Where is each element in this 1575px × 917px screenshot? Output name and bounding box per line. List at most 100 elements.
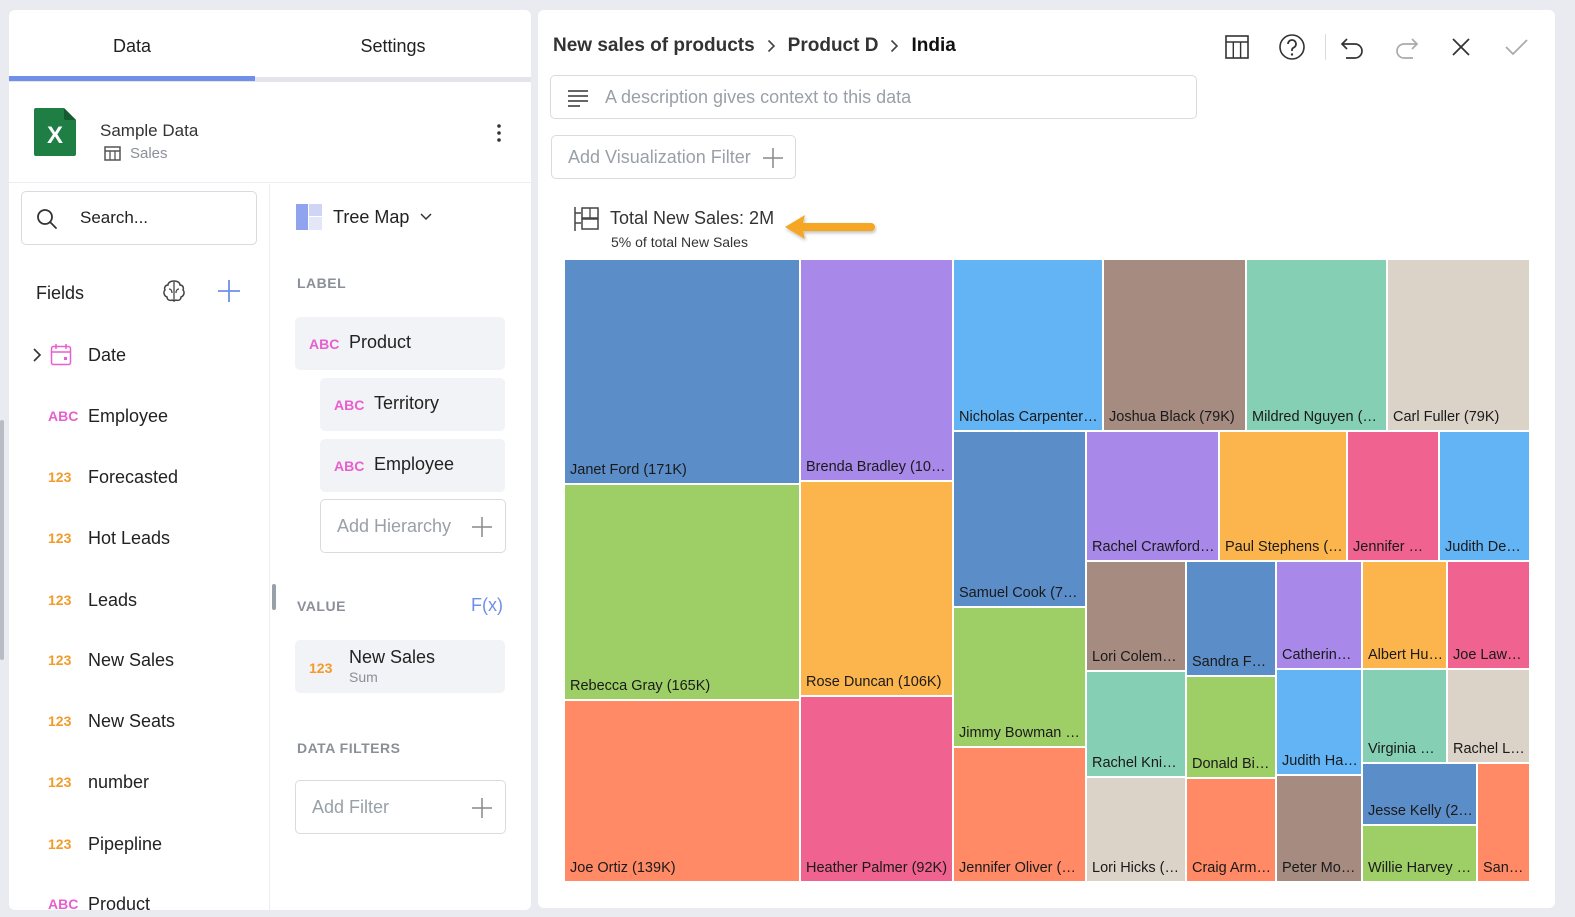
treemap-tile[interactable]: Jesse Kelly (2… — [1362, 763, 1477, 825]
breadcrumb-item[interactable]: New sales of products — [553, 35, 755, 56]
field-item-number[interactable]: 123 number — [9, 762, 270, 806]
treemap-tile[interactable]: Brenda Bradley (109… — [800, 259, 953, 481]
left-scrollbar[interactable] — [0, 420, 4, 660]
check-icon[interactable] — [1501, 32, 1531, 62]
data-source[interactable]: X Sample Data Sales — [9, 87, 531, 183]
chevron-right-icon — [767, 39, 775, 53]
field-type-badge: ABC — [48, 896, 79, 910]
hierarchy-icon[interactable] — [573, 205, 601, 233]
treemap-tile[interactable]: Willie Harvey (… — [1362, 825, 1477, 882]
field-item-leads[interactable]: 123 Leads — [9, 580, 270, 624]
field-item-employee[interactable]: ABC Employee — [9, 396, 270, 440]
treemap-tile[interactable]: Joe Ortiz (139K) — [564, 700, 800, 882]
treemap-tile[interactable]: Rose Duncan (106K) — [800, 481, 953, 696]
visualization-config: Tree Map LABEL ABC Product ABC Territory… — [271, 184, 531, 910]
treemap-tile-label: Jennifer Oliver (5… — [959, 860, 1082, 876]
treemap-tile[interactable]: Rebecca Gray (165K) — [564, 484, 800, 700]
add-hierarchy-button[interactable]: Add Hierarchy — [320, 499, 506, 553]
treemap-tile-label: Rachel Crawford … — [1092, 539, 1215, 555]
treemap-tile[interactable]: Janet Ford (171K) — [564, 259, 800, 484]
close-icon[interactable] — [1446, 32, 1476, 62]
chevron-down-icon — [420, 213, 432, 221]
column-resize-handle[interactable] — [272, 584, 276, 610]
treemap-tile[interactable]: Rachel Crawford … — [1086, 431, 1219, 561]
add-field-icon[interactable] — [216, 278, 242, 304]
treemap-tile[interactable]: Joshua Black (79K) — [1103, 259, 1246, 431]
treemap-tile[interactable]: Albert Hu… — [1362, 561, 1447, 669]
treemap-tile-label: Heather Palmer (92K) — [806, 860, 948, 876]
treemap-tile[interactable]: Samuel Cook (76… — [953, 431, 1086, 607]
value-field-name: New Sales — [349, 647, 436, 667]
breadcrumb-item[interactable]: Product D — [787, 35, 879, 56]
redo-icon[interactable] — [1392, 32, 1422, 62]
field-item-product[interactable]: ABC Product — [9, 884, 270, 910]
treemap-tile[interactable]: Rachel Knig… — [1086, 671, 1186, 777]
description-input[interactable] — [605, 76, 1185, 118]
field-label: Hot Leads — [88, 528, 171, 548]
treemap-tile-label: Rebecca Gray (165K) — [570, 678, 711, 694]
field-type-badge: 123 — [48, 530, 72, 546]
treemap-tile-label: Jimmy Bowman (… — [959, 725, 1082, 741]
treemap-tile[interactable]: Sandra Fo… — [1186, 561, 1276, 676]
field-item-pipepline[interactable]: 123 Pipepline — [9, 824, 270, 868]
add-visualization-filter-button[interactable]: Add Visualization Filter — [551, 135, 796, 179]
treemap-tile[interactable]: Joe Lawr… — [1447, 561, 1530, 669]
tab-settings[interactable]: Settings — [360, 36, 426, 56]
treemap-tile[interactable]: Mildred Nguyen (7… — [1246, 259, 1387, 431]
label-field-territory[interactable]: ABC Territory — [320, 378, 505, 431]
calendar-icon — [50, 344, 72, 366]
field-type-badge: 123 — [48, 774, 72, 790]
treemap-tile[interactable]: Lori Colema… — [1086, 561, 1186, 671]
treemap-tile[interactable]: Peter Mor… — [1276, 775, 1362, 882]
search-box — [21, 191, 257, 245]
treemap-tile[interactable]: Craig Arms… — [1186, 778, 1276, 882]
treemap-tile[interactable]: Catherine … — [1276, 561, 1362, 669]
chevron-right-icon[interactable] — [32, 347, 42, 363]
treemap-tile[interactable]: Judith Dea… — [1439, 431, 1530, 561]
more-options-icon[interactable] — [487, 121, 511, 145]
arrow-left-icon — [785, 215, 875, 239]
viz-type-selector[interactable]: Tree Map — [296, 204, 432, 230]
treemap-tile[interactable]: Sandr… — [1477, 763, 1530, 882]
label-field-name: Territory — [374, 393, 440, 413]
treemap-tile[interactable]: Lori Hicks (… — [1086, 777, 1186, 882]
field-type-badge: ABC — [309, 336, 340, 352]
treemap-tile-label: Rose Duncan (106K) — [806, 674, 942, 690]
field-item-date[interactable]: Date — [9, 335, 270, 379]
value-field-new-sales[interactable]: 123 New Sales Sum — [295, 640, 505, 693]
label-field-employee[interactable]: ABC Employee — [320, 439, 505, 492]
field-item-new-sales[interactable]: 123 New Sales — [9, 640, 270, 684]
field-item-forecasted[interactable]: 123 Forecasted — [9, 457, 270, 501]
treemap-tile[interactable]: Judith Ha… — [1276, 669, 1362, 775]
treemap-tile[interactable]: Jennifer Wi… — [1347, 431, 1439, 561]
field-item-new-seats[interactable]: 123 New Seats — [9, 701, 270, 745]
add-filter-button[interactable]: Add Filter — [295, 780, 506, 834]
brain-icon[interactable] — [161, 278, 187, 304]
label-field-product[interactable]: ABC Product — [295, 317, 505, 370]
treemap-tile-label: Peter Mor… — [1282, 860, 1358, 876]
treemap-tile[interactable]: Rachel La… — [1447, 669, 1530, 763]
treemap-tile[interactable]: Donald Bis… — [1186, 676, 1276, 778]
treemap-tile[interactable]: Jimmy Bowman (… — [953, 607, 1086, 747]
undo-icon[interactable] — [1337, 32, 1367, 62]
help-icon[interactable] — [1277, 32, 1307, 62]
table-view-icon[interactable] — [1222, 32, 1252, 62]
treemap-tile[interactable]: Paul Stephens (… — [1219, 431, 1347, 561]
treemap-tile-label: Judith Dea… — [1445, 539, 1526, 555]
treemap-tile-label: Sandra Fo… — [1192, 654, 1272, 670]
treemap-tile[interactable]: Heather Palmer (92K) — [800, 696, 953, 882]
search-input[interactable] — [80, 192, 250, 244]
field-item-hot-leads[interactable]: 123 Hot Leads — [9, 518, 270, 562]
treemap-tile[interactable]: Nicholas Carpenter … — [953, 259, 1103, 431]
treemap-tile[interactable]: Carl Fuller (79K) — [1387, 259, 1530, 431]
treemap-tile[interactable]: Virginia Ry… — [1362, 669, 1447, 763]
treemap-tile-label: Nicholas Carpenter … — [959, 409, 1099, 425]
treemap-tile-label: Judith Ha… — [1282, 753, 1358, 769]
tab-data[interactable]: Data — [112, 36, 152, 56]
formula-button[interactable]: F(x) — [471, 595, 503, 615]
treemap-tile-label: Paul Stephens (… — [1225, 539, 1343, 555]
label-section-title: LABEL — [297, 275, 347, 291]
treemap-tile[interactable]: Jennifer Oliver (5… — [953, 747, 1086, 882]
excel-icon: X — [34, 108, 76, 156]
